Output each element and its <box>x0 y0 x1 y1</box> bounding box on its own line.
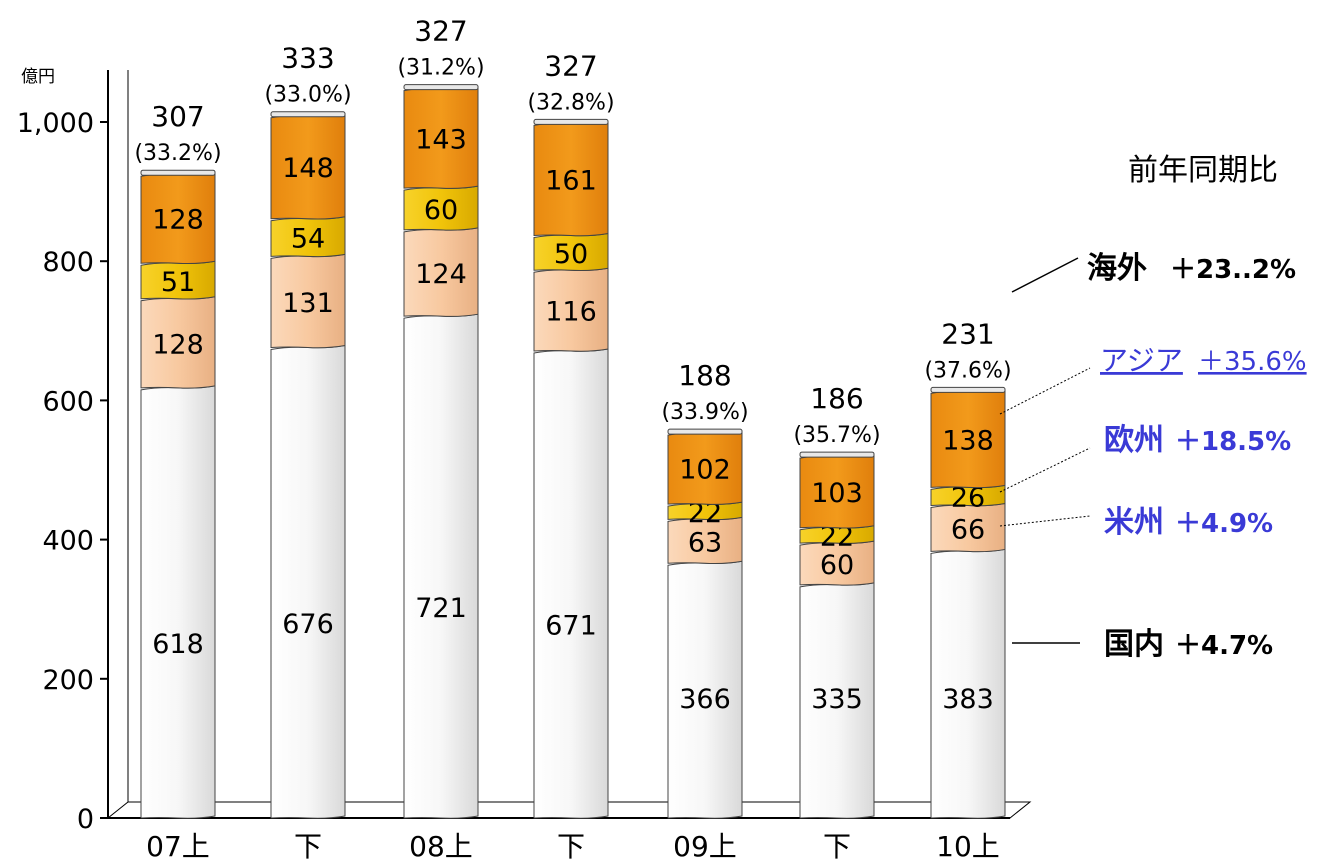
overseas-total-label: 327 <box>544 49 597 82</box>
x-tick-label: 下 <box>294 830 322 863</box>
annotation-domestic-label: 国内 <box>1104 627 1164 662</box>
data-label-europe: 60 <box>424 195 458 226</box>
data-label-domestic: 721 <box>415 593 467 624</box>
data-label-domestic: 335 <box>811 684 863 715</box>
overseas-total-label: 188 <box>678 359 731 392</box>
y-tick-label: 800 <box>42 247 94 278</box>
data-label-americas: 60 <box>820 550 854 581</box>
data-label-americas: 128 <box>152 329 204 360</box>
x-ticks: 07上 下 08上 下 09上 下 10上 <box>146 830 1000 863</box>
y-tick-label: 1,000 <box>17 108 94 139</box>
data-label-asia: 102 <box>679 455 731 486</box>
x-tick-label: 下 <box>823 830 851 863</box>
data-label-europe: 54 <box>291 224 325 255</box>
annotation-americas-change: ＋4.9% <box>1175 509 1273 539</box>
annotation-asia-change: ＋35.6% <box>1198 347 1307 377</box>
bar-cap <box>667 428 743 435</box>
annotation-asia-label: アジア <box>1100 344 1183 377</box>
data-label-asia: 148 <box>282 153 334 184</box>
annotation-europe: 欧州 ＋18.5% <box>999 423 1291 493</box>
data-label-domestic: 383 <box>942 684 994 715</box>
overseas-ratio-label: (37.6%) <box>924 358 1011 383</box>
annotation-europe-label: 欧州 <box>1104 423 1164 458</box>
legend-title: 前年同期比 <box>1128 153 1278 188</box>
bar-segment-domestic <box>140 385 216 819</box>
data-label-americas: 63 <box>688 527 722 558</box>
annotation-overseas-label: 海外 <box>1087 251 1147 286</box>
data-label-asia: 161 <box>545 165 597 196</box>
bar-stack: 676 131 54 148 <box>270 111 346 819</box>
annotation-overseas-change: ＋23..2% <box>1170 255 1296 285</box>
data-label-asia: 128 <box>152 205 204 236</box>
bar-cap <box>270 111 346 118</box>
annotation-domestic-change: ＋4.7% <box>1175 631 1273 661</box>
data-label-asia: 143 <box>415 124 467 155</box>
y-tick-label: 0 <box>77 804 94 835</box>
x-tick-label: 10上 <box>936 830 1000 863</box>
bar-cap <box>140 169 216 176</box>
data-label-domestic: 676 <box>282 609 334 640</box>
overseas-ratio-label: (32.8%) <box>527 90 614 115</box>
bar-cap <box>533 118 609 125</box>
bar-cap <box>799 451 875 458</box>
unit-label: 億円 <box>21 67 55 87</box>
bar-top-labels: 307 (33.2%) 333 (33.0%) 327 (31.2%) 327 (32.8%)… <box>134 15 1011 448</box>
data-label-asia: 138 <box>942 425 994 456</box>
bar-segment-domestic <box>270 344 346 819</box>
data-label-americas: 124 <box>415 259 467 290</box>
overseas-ratio-label: (31.2%) <box>397 56 484 81</box>
bar-stack: 721 124 60 143 <box>403 84 479 819</box>
x-tick-label: 08上 <box>409 830 473 863</box>
annotation-europe-change: ＋18.5% <box>1175 427 1291 457</box>
annotation-overseas: 海外 ＋23..2% <box>1011 251 1296 293</box>
overseas-total-label: 307 <box>151 100 204 133</box>
overseas-ratio-label: (33.9%) <box>661 400 748 425</box>
overseas-total-label: 327 <box>414 15 467 48</box>
overseas-ratio-label: (33.0%) <box>264 83 351 108</box>
annotation-asia: アジア ＋35.6% <box>999 344 1307 415</box>
annotation-domestic: 国内 ＋4.7% <box>1012 627 1273 662</box>
bar-segment-domestic <box>403 313 479 819</box>
data-label-europe: 50 <box>554 239 588 270</box>
data-label-domestic: 366 <box>679 684 731 715</box>
data-label-americas: 66 <box>951 514 985 545</box>
bar-segment-domestic <box>533 348 609 819</box>
overseas-total-label: 231 <box>941 317 994 350</box>
data-label-americas: 131 <box>282 288 334 319</box>
bar-cap <box>403 84 479 91</box>
x-tick-label: 下 <box>557 830 585 863</box>
overseas-ratio-label: (35.7%) <box>793 423 880 448</box>
annotation-americas: 米州 ＋4.9% <box>999 505 1273 540</box>
bar-stack: 618 128 51 128 <box>140 169 216 819</box>
y-ticks: 0 200 400 600 800 1,000 <box>17 108 108 835</box>
data-label-domestic: 671 <box>545 610 597 641</box>
bars: 618 128 51 128 676 131 54 148 721 124 60 143 671 116 5… <box>140 84 1006 819</box>
overseas-total-label: 333 <box>281 42 334 75</box>
overseas-total-label: 186 <box>810 382 863 415</box>
y-tick-label: 200 <box>42 665 94 696</box>
data-label-europe: 51 <box>161 267 195 298</box>
overseas-ratio-label: (33.2%) <box>134 141 221 166</box>
x-tick-label: 07上 <box>146 830 210 863</box>
y-tick-label: 600 <box>42 386 94 417</box>
data-label-americas: 116 <box>545 297 597 328</box>
bar-stack: 671 116 50 161 <box>533 118 609 819</box>
data-label-asia: 103 <box>811 478 863 509</box>
bar-cap <box>930 386 1006 393</box>
y-tick-label: 400 <box>42 526 94 557</box>
data-label-domestic: 618 <box>152 629 204 660</box>
x-tick-label: 09上 <box>673 830 737 863</box>
annotation-americas-label: 米州 <box>1104 505 1164 540</box>
